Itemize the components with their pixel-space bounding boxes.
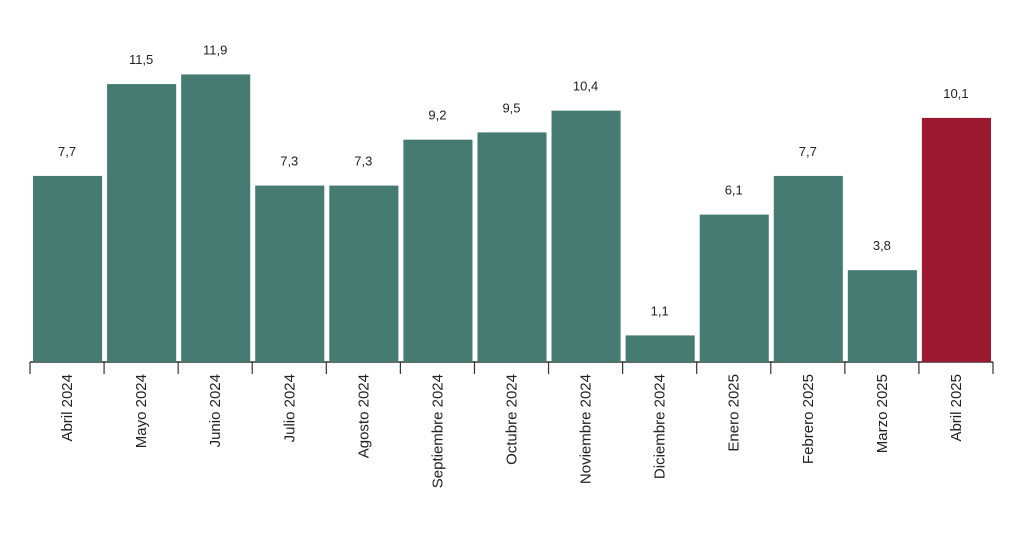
bar [255, 185, 325, 362]
bar [403, 139, 473, 362]
value-label: 7,7 [799, 144, 817, 159]
bar [847, 270, 917, 362]
x-tick-label: Junio 2024 [207, 374, 224, 447]
x-tick-label: Abril 2024 [59, 374, 76, 442]
bar [107, 84, 177, 362]
value-label: 1,1 [651, 303, 669, 318]
value-label: 11,9 [203, 42, 227, 57]
bar [699, 214, 769, 362]
value-label: 9,2 [428, 108, 446, 123]
value-label: 7,3 [354, 154, 372, 169]
x-tick-label: Agosto 2024 [355, 374, 372, 458]
x-tick-label: Septiembre 2024 [429, 374, 446, 488]
bar [625, 335, 695, 362]
x-tick-label: Febrero 2025 [800, 374, 817, 464]
bar [773, 175, 843, 362]
x-tick-label: Abril 2025 [948, 374, 965, 442]
bar [181, 74, 251, 363]
bar [33, 175, 103, 362]
value-label: 9,5 [502, 100, 520, 115]
x-tick-label: Julio 2024 [281, 374, 298, 442]
value-label: 11,5 [129, 52, 153, 67]
bar [921, 117, 991, 363]
value-label: 7,3 [280, 154, 298, 169]
bar [329, 185, 399, 362]
x-tick-label: Noviembre 2024 [578, 374, 595, 484]
x-tick-label: Diciembre 2024 [652, 374, 669, 479]
x-tick-label: Enero 2025 [726, 374, 743, 452]
value-label: 10,1 [943, 86, 968, 101]
value-label: 10,4 [573, 79, 598, 94]
bar [477, 132, 547, 362]
x-tick-label: Mayo 2024 [133, 374, 150, 448]
x-tick-label: Marzo 2025 [874, 374, 891, 453]
x-tick-label: Octubre 2024 [504, 374, 521, 465]
bar [551, 110, 621, 363]
value-label: 3,8 [873, 238, 891, 253]
value-label: 7,7 [58, 144, 76, 159]
value-label: 6,1 [725, 183, 743, 198]
